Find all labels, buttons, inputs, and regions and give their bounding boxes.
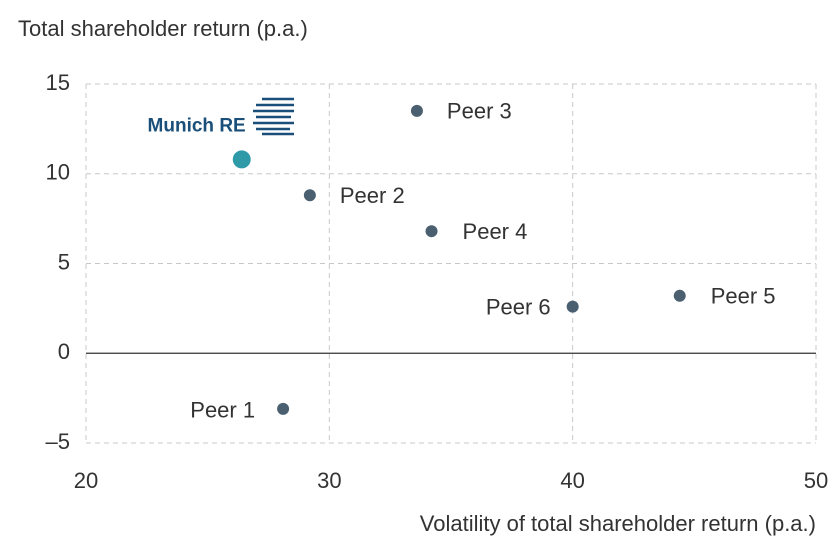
x-tick-label: 20	[74, 468, 98, 493]
logo-icon	[253, 97, 294, 136]
data-point	[566, 300, 579, 313]
point-label: Peer 1	[190, 398, 255, 423]
data-point	[410, 104, 423, 117]
point-label: Peer 2	[340, 183, 405, 208]
x-tick-label: 30	[317, 468, 341, 493]
data-point	[303, 189, 316, 202]
point-label: Peer 6	[486, 294, 551, 319]
data-point	[425, 225, 438, 238]
data-point	[232, 150, 251, 169]
x-axis-label: Volatility of total shareholder return (…	[420, 511, 816, 536]
point-label: Peer 3	[447, 99, 512, 124]
chart-title: Total shareholder return (p.a.)	[18, 16, 308, 41]
y-tick-label: 10	[46, 160, 70, 185]
y-tick-label: 5	[58, 249, 70, 274]
data-point	[277, 402, 290, 415]
point-label: Peer 4	[463, 219, 528, 244]
y-tick-label: 15	[46, 70, 70, 95]
point-label: Peer 5	[711, 284, 776, 309]
data-point	[673, 289, 686, 302]
x-tick-label: 50	[804, 468, 828, 493]
y-tick-label: –5	[46, 429, 70, 454]
y-tick-label: 0	[58, 339, 70, 364]
x-tick-label: 40	[560, 468, 584, 493]
point-label: Munich RE	[148, 115, 246, 136]
